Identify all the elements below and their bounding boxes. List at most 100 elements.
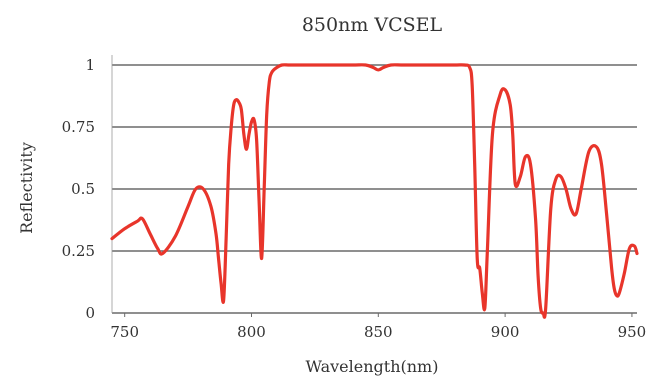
series-point-0-43 (377, 68, 380, 72)
series-point-0-57 (486, 249, 489, 253)
series-point-0-41 (364, 63, 367, 67)
series-point-0-22 (240, 108, 243, 111)
series-point-0-47 (427, 63, 431, 67)
y-tick-label-0: 0 (85, 304, 95, 322)
series-point-0-17 (227, 163, 230, 166)
series-point-0-66 (529, 163, 532, 166)
series-point-0-0 (110, 237, 114, 240)
series-point-0-2 (136, 220, 139, 223)
series-point-0-54 (478, 267, 481, 270)
series-point-0-37 (288, 63, 291, 67)
x-tick-marks (124, 313, 633, 317)
series-point-0-75 (564, 187, 568, 191)
series-point-0-34 (270, 71, 273, 74)
series-point-0-32 (265, 113, 268, 116)
series-point-0-74 (559, 175, 563, 178)
x-tick-label-3: 900 (491, 323, 520, 341)
y-tick-labels: 0 0.25 0.5 0.75 1 (62, 56, 95, 322)
series-point-0-81 (600, 163, 603, 166)
series-point-0-80 (595, 145, 598, 148)
series-point-0-49 (463, 63, 466, 67)
series-point-0-27 (252, 118, 256, 121)
series-point-0-3 (141, 217, 144, 220)
series-point-0-85 (615, 294, 618, 297)
series-point-0-76 (569, 207, 573, 210)
series-point-0-77 (575, 212, 578, 215)
series-point-0-58 (491, 133, 494, 136)
series-point-0-45 (389, 63, 393, 67)
series-point-0-26 (250, 120, 253, 124)
series-point-0-6 (161, 252, 164, 255)
series-point-0-40 (351, 63, 355, 67)
series-point-0-29 (258, 200, 261, 203)
series-point-0-50 (468, 66, 471, 69)
series-point-0-16 (225, 237, 228, 240)
series-point-0-53 (476, 257, 479, 260)
series-point-0-12 (214, 232, 218, 235)
series-point-0-15 (222, 299, 225, 302)
series-point-0-20 (235, 98, 238, 101)
y-tick-label-4: 1 (85, 56, 95, 74)
series-point-0-18 (230, 125, 233, 129)
x-tick-labels: 750 800 850 900 950 (110, 323, 646, 341)
series-point-0-31 (263, 187, 266, 191)
series-point-0-19 (232, 103, 235, 106)
series-point-0-79 (587, 150, 590, 153)
y-tick-label-3: 0.75 (62, 118, 95, 136)
series-point-0-14 (219, 282, 223, 285)
series-point-0-72 (549, 207, 552, 210)
series-point-0-9 (194, 187, 197, 191)
series-point-0-83 (610, 267, 613, 270)
series-point-0-68 (536, 274, 540, 277)
series-point-0-23 (242, 133, 245, 136)
series-point-0-30 (260, 257, 263, 260)
series-point-0-51 (471, 83, 474, 86)
series-point-0-4 (148, 232, 152, 235)
x-tick-label-1: 800 (237, 323, 266, 341)
series-point-0-44 (382, 66, 385, 69)
series-point-0-8 (186, 205, 190, 208)
y-tick-label-2: 0.5 (71, 180, 95, 198)
series-point-0-59 (498, 93, 502, 96)
series-point-0-1 (123, 227, 126, 230)
series-point-0-46 (402, 63, 405, 67)
series-point-0-55 (481, 292, 484, 295)
series-point-0-38 (301, 63, 304, 67)
series-point-0-67 (534, 217, 537, 220)
series-point-0-25 (247, 133, 251, 136)
series-point-0-10 (202, 187, 205, 191)
series-point-0-84 (613, 287, 616, 290)
series-point-0-88 (628, 247, 631, 250)
series-point-0-33 (268, 81, 271, 84)
series-point-0-71 (544, 306, 547, 310)
series-point-0-36 (280, 63, 284, 67)
series-point-0-7 (174, 235, 177, 238)
series-point-0-62 (511, 133, 514, 136)
series-point-0-60 (504, 88, 507, 91)
x-tick-label-2: 850 (364, 323, 393, 341)
series-point-0-42 (372, 66, 375, 69)
series-point-0-78 (580, 187, 583, 191)
series-point-0-65 (524, 155, 527, 158)
series-point-0-11 (209, 205, 213, 208)
chart-title: 850nm VCSEL (302, 14, 443, 36)
reflectivity-series-line (110, 63, 639, 319)
series-point-0-64 (519, 175, 522, 178)
x-tick-label-4: 950 (618, 323, 647, 341)
series-point-0-63 (514, 182, 517, 186)
series-point-0-69 (539, 306, 542, 310)
series-point-0-73 (554, 177, 557, 181)
series-point-0-86 (618, 292, 621, 295)
series-point-0-24 (245, 148, 248, 151)
series-point-0-21 (237, 101, 240, 104)
series-point-0-39 (326, 63, 329, 67)
series-point-0-52 (473, 163, 476, 166)
series-point-0-28 (255, 138, 258, 141)
series-point-0-13 (217, 257, 220, 260)
series-point-0-35 (275, 66, 278, 69)
series-point-0-61 (509, 103, 512, 106)
series-point-0-90 (635, 252, 639, 255)
series-layer (110, 63, 639, 319)
x-axis-label: Wavelength(nm) (306, 357, 439, 376)
